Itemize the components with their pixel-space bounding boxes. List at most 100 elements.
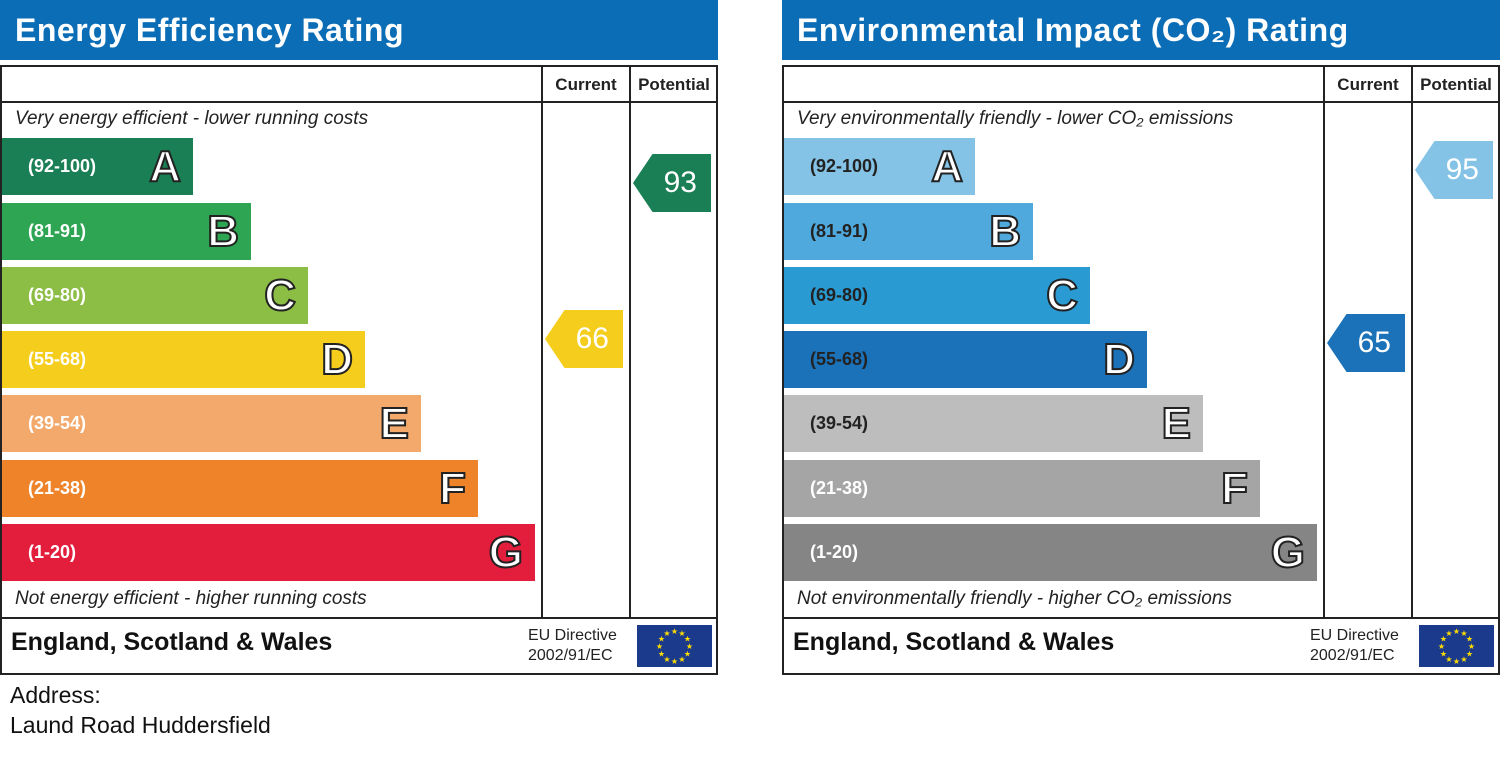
rating-band-f: (21-38) F [2,460,478,517]
star-icon: ★ [1466,635,1473,644]
header-divider [0,101,718,103]
star-icon: ★ [671,657,678,666]
rating-band-f: (21-38) F [784,460,1260,517]
eu-directive-text: EU Directive 2002/91/EC [528,626,617,666]
rating-band-e: (39-54) E [784,395,1203,452]
band-range: (69-80) [28,285,87,305]
potential-column-divider [629,65,631,619]
star-icon: ★ [1445,655,1452,664]
star-icon: ★ [684,635,691,644]
eu-directive-line2: 2002/91/EC [528,647,613,664]
band-letter: D [320,334,354,385]
rating-band-a: (92-100) A [784,138,975,195]
star-icon: ★ [658,635,665,644]
band-range: (55-68) [810,349,869,369]
eu-directive-line2: 2002/91/EC [1310,647,1395,664]
region-label: England, Scotland & Wales [793,628,1115,656]
column-header-potential: Potential [638,75,710,94]
eu-directive-text: EU Directive 2002/91/EC [1310,626,1399,666]
band-letter: B [206,206,240,257]
band-range: (81-91) [810,221,869,241]
rating-band-b: (81-91) B [784,203,1033,260]
star-icon: ★ [1453,657,1460,666]
top-note: Very energy efficient - lower running co… [15,108,369,129]
star-icon: ★ [658,650,665,659]
rating-band-g: (1-20) G [784,524,1317,581]
band-letter: C [263,270,297,321]
star-icon: ★ [686,642,693,651]
rating-frame [0,65,718,675]
star-icon: ★ [663,655,670,664]
potential-column-divider [1411,65,1413,619]
eu-flag-icon: ★ ★ ★ ★ ★ ★ ★ ★ ★ ★ ★ ★ [1419,625,1494,667]
rating-band-g: (1-20) G [2,524,535,581]
band-letter: D [1102,334,1136,385]
eu-flag-icon: ★ ★ ★ ★ ★ ★ ★ ★ ★ ★ ★ ★ [637,625,712,667]
star-icon: ★ [1440,650,1447,659]
current-column-divider [541,65,543,619]
band-range: (1-20) [810,542,859,562]
footer-divider [782,617,1500,619]
header-divider [782,101,1500,103]
star-icon: ★ [1453,627,1460,636]
band-range: (21-38) [810,478,869,498]
rating-band-d: (55-68) D [2,331,365,388]
band-letter: F [438,463,467,514]
band-letter: E [1161,398,1192,449]
band-letter: C [1045,270,1079,321]
potential-rating-arrow: 93 [633,154,711,212]
band-letter: F [1220,463,1249,514]
star-icon: ★ [656,642,663,651]
eu-directive-line1: EU Directive [1310,627,1399,644]
band-range: (69-80) [810,285,869,305]
band-letter: G [1270,527,1306,578]
rating-band-c: (69-80) C [784,267,1090,324]
star-icon: ★ [678,655,685,664]
column-header-current: Current [1337,75,1399,94]
region-label: England, Scotland & Wales [11,628,333,656]
band-range: (39-54) [810,413,869,433]
star-icon: ★ [678,629,685,638]
star-icon: ★ [1440,635,1447,644]
star-icon: ★ [684,650,691,659]
star-icon: ★ [1445,629,1452,638]
band-range: (92-100) [810,156,879,176]
footer-divider [0,617,718,619]
bottom-note: Not environmentally friendly - higher CO… [797,588,1232,609]
band-range: (1-20) [28,542,77,562]
address-value: Laund Road Huddersfield [10,712,271,738]
rating-frame [782,65,1500,675]
band-letter: G [488,527,524,578]
band-letter: A [148,141,182,192]
eu-directive-line1: EU Directive [528,627,617,644]
star-icon: ★ [671,627,678,636]
bottom-note: Not energy efficient - higher running co… [15,588,367,609]
rating-band-a: (92-100) A [2,138,193,195]
band-range: (39-54) [28,413,87,433]
top-note: Very environmentally friendly - lower CO… [797,108,1234,129]
co2-rating-panel: Environmental Impact (CO₂) Rating Current… [782,0,1500,675]
star-icon: ★ [1468,642,1475,651]
band-range: (21-38) [28,478,87,498]
current-column-divider [1323,65,1325,619]
energy-rating-panel: Energy Efficiency Rating Current Potential… [0,0,718,675]
rating-band-b: (81-91) B [2,203,251,260]
band-letter: A [930,141,964,192]
band-letter: B [988,206,1022,257]
potential-rating-arrow: 95 [1415,141,1493,199]
column-header-potential: Potential [1420,75,1492,94]
band-range: (92-100) [28,156,97,176]
rating-band-e: (39-54) E [2,395,421,452]
star-icon: ★ [663,629,670,638]
address-label: Address: [10,682,101,708]
rating-band-c: (69-80) C [2,267,308,324]
star-icon: ★ [1466,650,1473,659]
star-icon: ★ [1460,655,1467,664]
star-icon: ★ [1460,629,1467,638]
panel-title: Energy Efficiency Rating [0,0,718,60]
band-letter: E [379,398,410,449]
star-icon: ★ [1438,642,1445,651]
band-range: (55-68) [28,349,87,369]
rating-band-d: (55-68) D [784,331,1147,388]
column-header-current: Current [555,75,617,94]
